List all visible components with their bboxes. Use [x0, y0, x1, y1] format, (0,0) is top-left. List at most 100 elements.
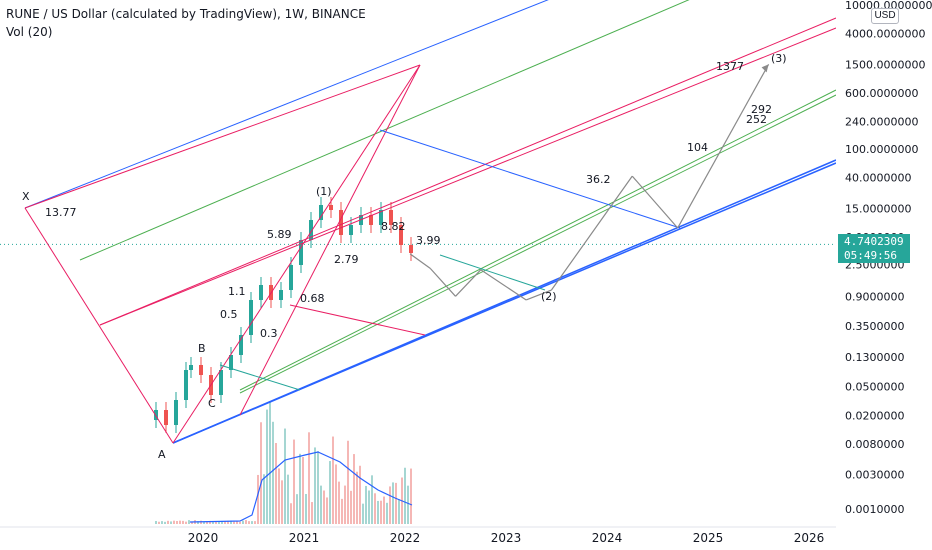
volume-bar: [410, 468, 412, 524]
price-axis[interactable]: 10000.0000000 4000.0000000 1500.0000000 600…: [836, 0, 932, 527]
volume-bar: [335, 464, 337, 524]
x-tick-label: 2022: [390, 531, 421, 545]
chart-annotation-label: 3.99: [416, 234, 441, 247]
volume-bar: [179, 520, 181, 524]
chart-annotation-label: 252: [746, 113, 767, 126]
red-pitchfork-line: [99, 27, 837, 326]
chart-annotation-label: 2.79: [334, 253, 359, 266]
red-pitchfork-line: [172, 64, 421, 444]
volume-bar: [224, 521, 226, 524]
volume-bar: [197, 521, 199, 524]
volume-bar: [326, 497, 328, 524]
y-tick-label: 15.0000000: [845, 202, 911, 215]
volume-bar: [191, 521, 193, 524]
volume-bar: [215, 521, 217, 524]
candle-body: [409, 245, 413, 253]
wave-labels: X A B C (1) (2) (3) 13.77 5.89 2.79 1.1 0.5 0.3 0.68 8…: [22, 52, 787, 461]
volume-indicator-label[interactable]: Vol (20): [6, 25, 53, 39]
candle-body: [164, 410, 168, 425]
chart-annotation-label: B: [198, 342, 206, 355]
x-tick-label: 2020: [188, 531, 219, 545]
volume-bar: [374, 493, 376, 524]
candle-body: [329, 205, 333, 210]
last-price-tag: 4.7402309: [838, 234, 910, 249]
y-tick-label: 0.0030000: [845, 469, 905, 482]
candle-body: [299, 240, 303, 265]
volume-bar: [167, 520, 169, 524]
volume-bar: [365, 485, 367, 524]
volume-bar: [254, 521, 256, 524]
volume-bar: [269, 402, 271, 524]
y-tick-label: 0.0500000: [845, 381, 905, 394]
volume-bar: [287, 474, 289, 524]
green-median-line: [239, 94, 837, 394]
volume-bar: [311, 502, 313, 524]
red-pitchfork-line: [239, 64, 421, 416]
projection-segment: [480, 269, 527, 301]
volume-bar: [368, 490, 370, 524]
volume-bars: [155, 402, 413, 524]
volume-bar: [173, 520, 175, 524]
volume-bar: [383, 496, 385, 524]
candle-body: [369, 215, 373, 225]
candle-body: [379, 210, 383, 225]
volume-bar: [290, 503, 292, 524]
volume-bar: [158, 521, 160, 524]
volume-bar: [260, 422, 262, 524]
y-tick-label: 600.0000000: [845, 87, 918, 100]
chart-annotation-label: (3): [771, 52, 787, 65]
candle-body: [249, 300, 253, 335]
volume-bar: [344, 485, 346, 524]
chart-annotation-label: 1.1: [228, 285, 246, 298]
volume-bar: [332, 436, 334, 524]
volume-bar: [347, 440, 349, 524]
y-tick-label: 0.0010000: [845, 503, 905, 516]
volume-bar: [278, 468, 280, 524]
price-axis-bg: [836, 0, 932, 527]
x-tick-label: 2021: [289, 531, 320, 545]
volume-bar: [338, 481, 340, 524]
volume-bar: [248, 521, 250, 524]
volume-bar: [239, 521, 241, 524]
volume-bar: [398, 499, 400, 524]
red-pitchfork-line: [24, 207, 174, 444]
volume-bar: [176, 521, 178, 524]
candle-body: [349, 225, 353, 235]
chart-annotation-label: 0.5: [220, 308, 238, 321]
y-tick-label: 240.0000000: [845, 116, 918, 129]
chart-annotation-label: 0.68: [300, 292, 325, 305]
candle-body: [279, 290, 283, 300]
candle-body: [289, 265, 293, 290]
candle-body: [259, 285, 263, 300]
volume-bar: [308, 432, 310, 524]
y-tick-label: 4000.0000000: [845, 28, 925, 41]
volume-bar: [353, 454, 355, 524]
volume-bar: [284, 428, 286, 524]
chart-annotation-label: (1): [316, 185, 332, 198]
chart-annotation-label: C: [208, 397, 216, 410]
chart-annotation-label: 5.89: [267, 228, 292, 241]
red-pitchfork-line: [24, 64, 421, 209]
volume-bar: [305, 493, 307, 524]
blue-target-line: [379, 129, 681, 229]
chart-title: RUNE / US Dollar (calculated by TradingV…: [6, 7, 366, 21]
volume-ma-line: [189, 451, 413, 523]
currency-badge[interactable]: USD: [871, 8, 899, 24]
volume-bar: [188, 520, 190, 524]
time-axis[interactable]: 2020 2021 2022 2023 2024 2025 2026: [0, 526, 836, 545]
projection-segment: [677, 64, 770, 229]
candle-body: [199, 365, 203, 375]
projection-segment: [455, 269, 482, 297]
projection-segment: [525, 289, 552, 301]
chart-annotation-label: 104: [687, 141, 708, 154]
chart-annotation-label: 1377: [716, 60, 744, 73]
candle-body: [239, 335, 243, 355]
volume-bar: [164, 521, 166, 524]
pitchfork-drawings: [24, 0, 837, 444]
volume-bar: [257, 474, 259, 524]
y-tick-label: 100.0000000: [845, 143, 918, 156]
y-tick-label: 0.3500000: [845, 320, 905, 333]
volume-bar: [395, 482, 397, 524]
candle-body: [174, 400, 178, 425]
